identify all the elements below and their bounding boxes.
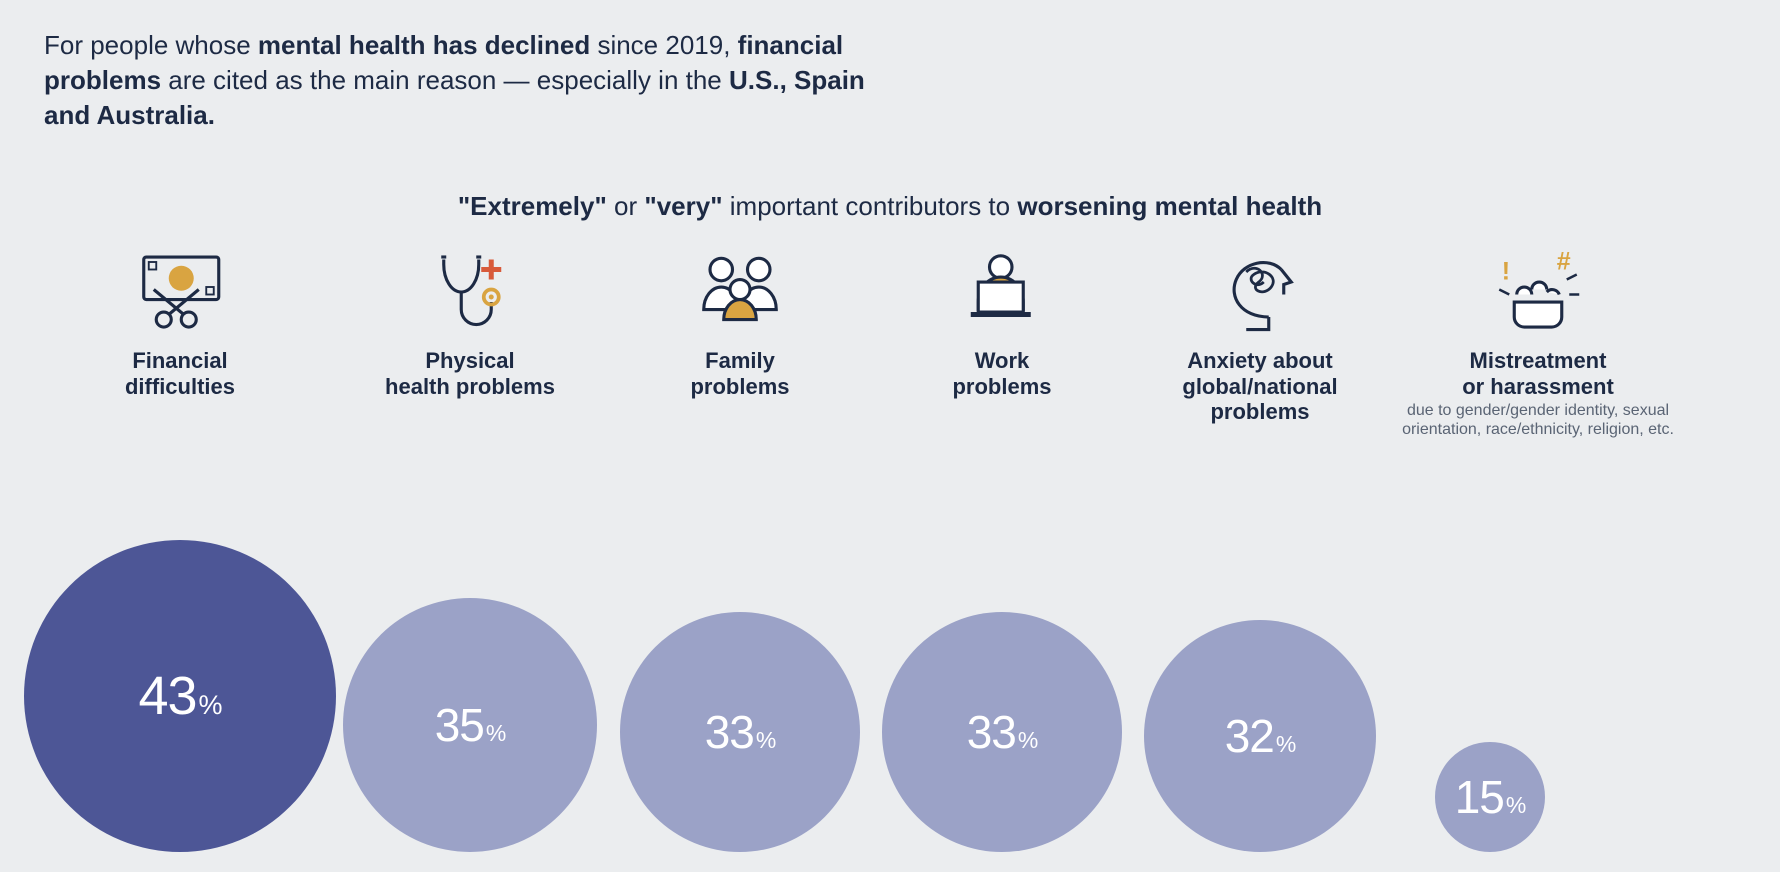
bubble-value: 33%	[705, 705, 776, 759]
intro-text: since 2019,	[590, 30, 737, 60]
chart-item-mistreat: Mistreatmentor harassmentdue to gender/g…	[1388, 242, 1688, 439]
intro-text: are cited as the main reason — especiall…	[161, 65, 729, 95]
subtitle-text: important contributors to	[723, 191, 1018, 221]
bubble-value: 15%	[1455, 770, 1526, 824]
intro-text: For people whose	[44, 30, 258, 60]
bubble-value: 43%	[138, 665, 221, 727]
bubble-value: 33%	[967, 705, 1038, 759]
chart-item-sublabel: due to gender/gender identity, sexual or…	[1388, 401, 1688, 439]
financial-icon	[20, 242, 340, 342]
bubble-anxiety: 32%	[1144, 620, 1376, 852]
chart-item-label: Financialdifficulties	[20, 348, 340, 399]
bubble-value: 32%	[1225, 709, 1296, 763]
chart-item-anxiety: Anxiety aboutglobal/nationalproblems	[1134, 242, 1386, 424]
family-icon	[620, 242, 860, 342]
intro-bold-1: mental health has declined	[258, 30, 590, 60]
chart-item-label: Workproblems	[882, 348, 1122, 399]
chart-item-family: Familyproblems	[620, 242, 860, 399]
subtitle-quote-1: "Extremely"	[458, 191, 607, 221]
work-icon	[882, 242, 1122, 342]
chart-item-physical: Physicalhealth problems	[344, 242, 596, 399]
bubble-chart: Financialdifficulties 43% Physicalhealth p…	[0, 232, 1780, 872]
bubble-financial: 43%	[24, 540, 336, 852]
intro-paragraph: For people whose mental health has decli…	[0, 0, 900, 133]
bubble-mistreat: 15%	[1435, 742, 1545, 852]
chart-item-label: Mistreatmentor harassment	[1388, 348, 1688, 399]
bubble-work: 33%	[882, 612, 1122, 852]
subtitle-bold: worsening mental health	[1017, 191, 1322, 221]
bubble-physical: 35%	[343, 598, 597, 852]
chart-item-label: Physicalhealth problems	[344, 348, 596, 399]
chart-subtitle: "Extremely" or "very" important contribu…	[0, 191, 1780, 222]
mistreat-icon	[1388, 242, 1688, 342]
subtitle-quote-2: "very"	[644, 191, 722, 221]
bubble-value: 35%	[435, 698, 506, 752]
bubble-family: 33%	[620, 612, 860, 852]
chart-item-label: Familyproblems	[620, 348, 860, 399]
chart-item-work: Workproblems	[882, 242, 1122, 399]
subtitle-text: or	[607, 191, 645, 221]
chart-item-label: Anxiety aboutglobal/nationalproblems	[1134, 348, 1386, 424]
physical-icon	[344, 242, 596, 342]
chart-item-financial: Financialdifficulties	[20, 242, 340, 399]
anxiety-icon	[1134, 242, 1386, 342]
